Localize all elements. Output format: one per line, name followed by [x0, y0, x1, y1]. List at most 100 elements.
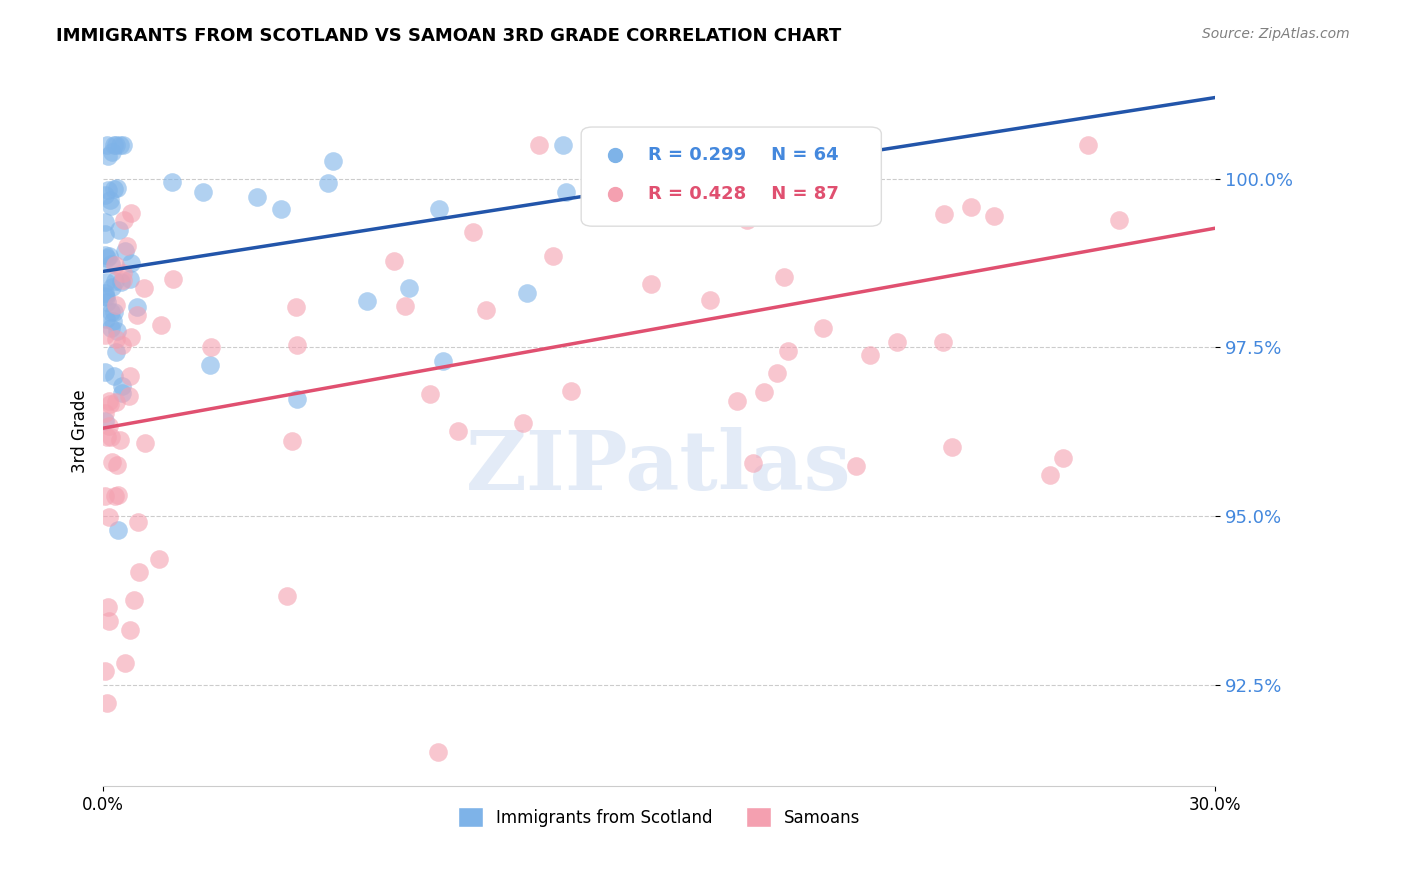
- Point: [617, 146, 640, 161]
- Point: [94, 290, 117, 304]
- Point: [101, 280, 124, 294]
- Point: [104, 137, 127, 152]
- Point: [94, 227, 117, 242]
- Point: [103, 304, 125, 318]
- Point: [111, 266, 134, 280]
- Point: [200, 358, 222, 372]
- Point: [94, 311, 117, 326]
- Point: [97, 394, 120, 409]
- Point: [766, 366, 789, 380]
- Point: [97, 183, 120, 197]
- Point: [356, 293, 378, 308]
- Point: [100, 199, 122, 213]
- Point: [426, 745, 449, 759]
- Point: [394, 299, 416, 313]
- Point: [118, 389, 141, 403]
- Text: R = 0.428    N = 87: R = 0.428 N = 87: [648, 186, 839, 203]
- Point: [94, 327, 117, 342]
- Point: [103, 137, 125, 152]
- Point: [127, 516, 149, 530]
- Point: [107, 487, 129, 501]
- Point: [100, 305, 122, 319]
- Point: [427, 202, 450, 216]
- Point: [1108, 213, 1130, 227]
- Point: [98, 193, 121, 207]
- Point: [474, 303, 496, 318]
- Point: [419, 387, 441, 401]
- Point: [554, 186, 576, 200]
- Point: [100, 430, 122, 444]
- Point: [596, 137, 619, 152]
- Point: [160, 174, 183, 188]
- Point: [432, 353, 454, 368]
- Point: [94, 286, 117, 301]
- Point: [652, 137, 675, 152]
- Point: [527, 137, 550, 152]
- Point: [98, 249, 121, 263]
- Point: [735, 213, 758, 227]
- Point: [742, 456, 765, 470]
- Point: [281, 434, 304, 449]
- Point: [162, 272, 184, 286]
- Point: [932, 207, 955, 221]
- Point: [105, 298, 128, 312]
- Point: [103, 182, 125, 196]
- Point: [699, 165, 721, 179]
- Point: [104, 345, 127, 359]
- Point: [114, 656, 136, 670]
- Point: [886, 335, 908, 350]
- Point: [107, 524, 129, 538]
- Point: [447, 424, 470, 438]
- Point: [101, 145, 124, 160]
- Point: [103, 369, 125, 384]
- Point: [551, 137, 574, 152]
- Point: [94, 275, 117, 289]
- Point: [398, 280, 420, 294]
- Point: [541, 249, 564, 263]
- Point: [96, 696, 118, 710]
- Point: [96, 251, 118, 265]
- Point: [641, 137, 664, 152]
- Point: [103, 489, 125, 503]
- Text: R = 0.299    N = 64: R = 0.299 N = 64: [648, 146, 838, 164]
- Point: [1077, 137, 1099, 152]
- Text: ZIPatlas: ZIPatlas: [467, 427, 852, 507]
- Point: [125, 308, 148, 322]
- Point: [845, 458, 868, 473]
- Point: [110, 338, 132, 352]
- Point: [858, 348, 880, 362]
- Point: [94, 248, 117, 262]
- Point: [668, 137, 690, 152]
- Point: [752, 384, 775, 399]
- Point: [97, 418, 120, 433]
- Point: [932, 334, 955, 349]
- Point: [640, 277, 662, 292]
- Point: [105, 324, 128, 338]
- Point: [585, 153, 607, 168]
- Text: IMMIGRANTS FROM SCOTLAND VS SAMOAN 3RD GRADE CORRELATION CHART: IMMIGRANTS FROM SCOTLAND VS SAMOAN 3RD G…: [56, 27, 841, 45]
- Point: [148, 552, 170, 566]
- Point: [191, 185, 214, 199]
- Point: [104, 395, 127, 409]
- Point: [270, 202, 292, 217]
- Point: [98, 510, 121, 524]
- Point: [112, 213, 135, 227]
- Point: [94, 215, 117, 229]
- Point: [120, 330, 142, 344]
- Point: [200, 340, 222, 354]
- Point: [596, 206, 619, 220]
- Point: [110, 275, 132, 289]
- Point: [98, 397, 121, 411]
- Point: [118, 271, 141, 285]
- Point: [94, 187, 117, 202]
- Point: [120, 206, 142, 220]
- Point: [111, 137, 134, 152]
- Point: [114, 244, 136, 259]
- Point: [285, 337, 308, 351]
- Point: [124, 592, 146, 607]
- Text: Source: ZipAtlas.com: Source: ZipAtlas.com: [1202, 27, 1350, 41]
- Y-axis label: 3rd Grade: 3rd Grade: [72, 390, 89, 474]
- Point: [1052, 451, 1074, 466]
- Point: [104, 332, 127, 346]
- Point: [772, 270, 794, 285]
